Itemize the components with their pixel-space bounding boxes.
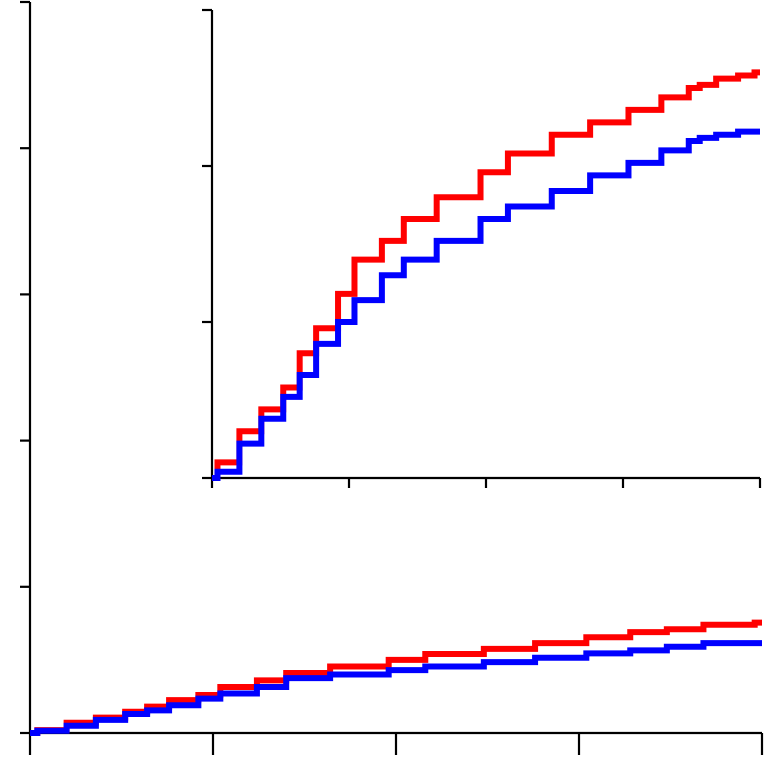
red-series-line	[212, 69, 760, 481]
inset-chart	[202, 8, 762, 488]
blue-series-line	[30, 640, 762, 736]
main-chart	[20, 0, 764, 755]
blue-series-line	[212, 128, 760, 481]
